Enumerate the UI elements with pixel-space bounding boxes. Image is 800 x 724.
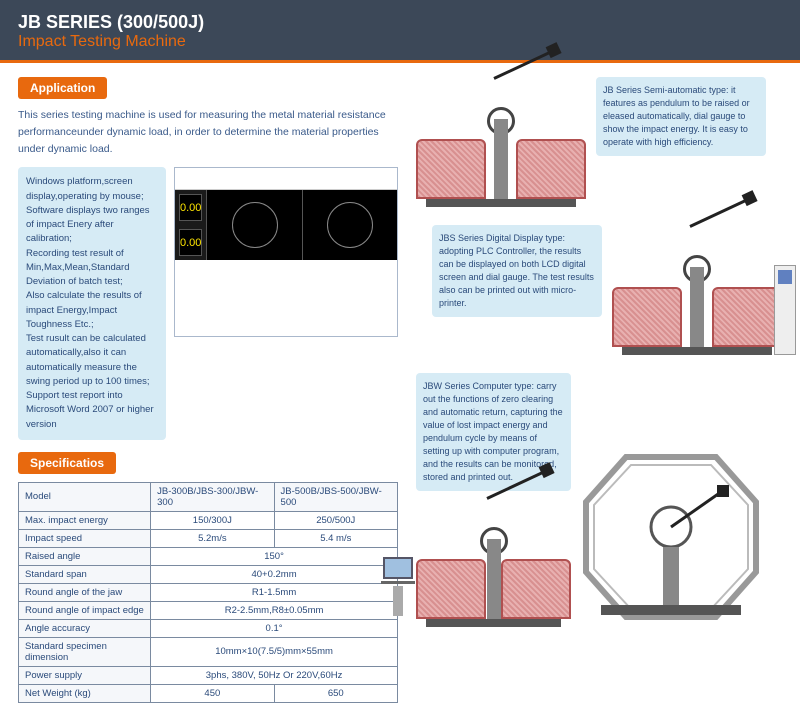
software-table-area: [175, 260, 397, 337]
semi-auto-machine: [416, 77, 586, 207]
machine-base: [426, 619, 561, 627]
spec-col-500: JB-500B/JBS-500/JBW-500: [274, 482, 397, 511]
series-title: JB SERIES (300/500J): [18, 12, 782, 33]
spec-row-label: Standard span: [19, 565, 151, 583]
spec-row-label: Angle accuracy: [19, 619, 151, 637]
spec-value-300: 150/300J: [151, 511, 274, 529]
readout-2: 0.00: [179, 229, 202, 256]
guard-left: [416, 139, 486, 199]
readout-1: 0.00: [179, 194, 202, 221]
software-screenshot: 0.00 0.00: [174, 167, 398, 337]
spec-row-label: Max. impact energy: [19, 511, 151, 529]
computer-block: JBW Series Computer type: carry out the …: [416, 373, 782, 627]
safety-cage: [581, 447, 761, 627]
safety-cage-machine: [581, 447, 761, 627]
spec-row-label: Raised angle: [19, 547, 151, 565]
machine-base: [426, 199, 576, 207]
left-column: Application This series testing machine …: [18, 77, 398, 703]
monitor-icon: [383, 557, 413, 579]
content-grid: Application This series testing machine …: [0, 63, 800, 717]
spec-header-row: Model JB-300B/JBS-300/JBW-300 JB-500B/JB…: [19, 482, 398, 511]
spec-value: 10mm×10(7.5/5)mm×55mm: [151, 637, 398, 666]
computer-workstation: [381, 557, 415, 627]
spec-row: Power supply3phs, 380V, 50Hz Or 220V,60H…: [19, 666, 398, 684]
spec-value-300: 450: [151, 684, 274, 702]
application-label: Application: [18, 77, 107, 99]
desk: [381, 581, 415, 584]
guard-right: [712, 287, 782, 347]
spec-row: Standard span40+0.2mm: [19, 565, 398, 583]
spec-value: R1-1.5mm: [151, 583, 398, 601]
gauge-1: [206, 190, 301, 260]
spec-value: 0.1°: [151, 619, 398, 637]
digital-info: JBS Series Digital Display type: adoptin…: [432, 225, 602, 317]
software-readout-area: 0.00 0.00: [175, 190, 397, 260]
right-column: JB Series Semi-automatic type: it featur…: [416, 77, 782, 703]
guard-right: [516, 139, 586, 199]
product-subtitle: Impact Testing Machine: [18, 33, 782, 51]
machine-column: [494, 119, 508, 199]
control-console: [774, 265, 796, 355]
page-header: JB SERIES (300/500J) Impact Testing Mach…: [0, 0, 800, 63]
guard-left: [612, 287, 682, 347]
spec-value: 40+0.2mm: [151, 565, 398, 583]
spec-row-label: Net Weight (kg): [19, 684, 151, 702]
spec-col-model: Model: [19, 482, 151, 511]
digital-machine: [612, 225, 782, 355]
spec-value-300: 5.2m/s: [151, 529, 274, 547]
spec-value-500: 5.4 m/s: [274, 529, 397, 547]
spec-value: 150°: [151, 547, 398, 565]
spec-row: Round angle of impact edgeR2-2.5mm,R8±0.…: [19, 601, 398, 619]
features-box: Windows platform,screen display,operatin…: [18, 167, 166, 440]
spec-col-300: JB-300B/JBS-300/JBW-300: [151, 482, 274, 511]
application-text: This series testing machine is used for …: [18, 107, 398, 157]
guard-right: [501, 559, 571, 619]
computer-machine: [416, 497, 571, 627]
software-titlebar: [175, 168, 397, 190]
spec-row-label: Impact speed: [19, 529, 151, 547]
guard-left: [416, 559, 486, 619]
spec-row-label: Round angle of the jaw: [19, 583, 151, 601]
digital-block: JBS Series Digital Display type: adoptin…: [416, 225, 782, 355]
spec-row: Standard specimen dimension10mm×10(7.5/5…: [19, 637, 398, 666]
spec-row: Max. impact energy150/300J250/500J: [19, 511, 398, 529]
spec-value-500: 650: [274, 684, 397, 702]
spec-row-label: Round angle of impact edge: [19, 601, 151, 619]
spec-row-label: Power supply: [19, 666, 151, 684]
spec-value: R2-2.5mm,R8±0.05mm: [151, 601, 398, 619]
spec-table: Model JB-300B/JBS-300/JBW-300 JB-500B/JB…: [18, 482, 398, 703]
specifications-label: Specificatios: [18, 452, 116, 474]
software-row: Windows platform,screen display,operatin…: [18, 167, 398, 440]
spec-value-500: 250/500J: [274, 511, 397, 529]
spec-row: Round angle of the jawR1-1.5mm: [19, 583, 398, 601]
machine-column: [690, 267, 704, 347]
machine-base: [622, 347, 772, 355]
spec-value: 3phs, 380V, 50Hz Or 220V,60Hz: [151, 666, 398, 684]
spec-row: Net Weight (kg)450650: [19, 684, 398, 702]
pc-tower: [393, 586, 403, 616]
spec-row: Angle accuracy0.1°: [19, 619, 398, 637]
gauge-2: [302, 190, 397, 260]
semi-auto-info: JB Series Semi-automatic type: it featur…: [596, 77, 766, 156]
semi-auto-block: JB Series Semi-automatic type: it featur…: [416, 77, 782, 207]
machine-column: [487, 539, 501, 619]
spec-row-label: Standard specimen dimension: [19, 637, 151, 666]
spec-row: Impact speed5.2m/s5.4 m/s: [19, 529, 398, 547]
spec-row: Raised angle150°: [19, 547, 398, 565]
